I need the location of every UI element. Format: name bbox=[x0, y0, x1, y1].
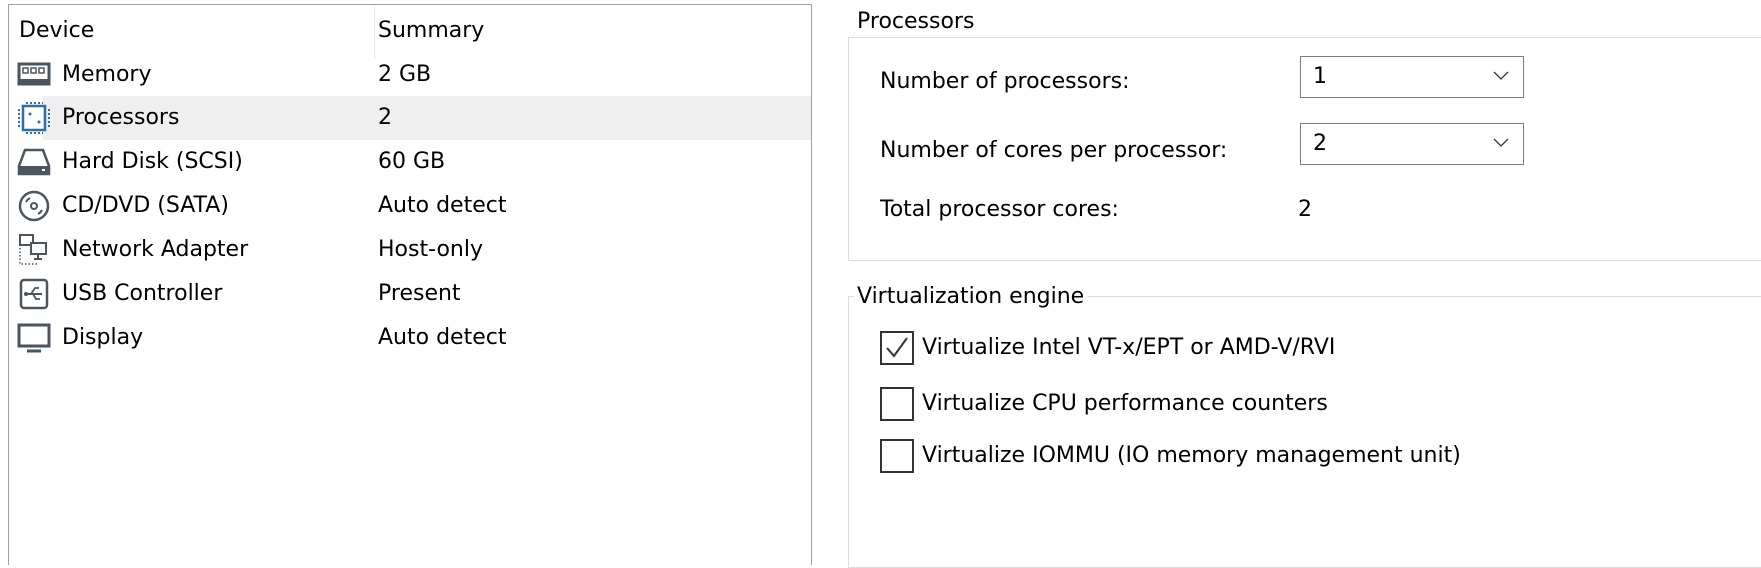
processors-group-title: Processors bbox=[854, 8, 978, 36]
usb-icon bbox=[19, 278, 49, 310]
cores-per-processor-value: 2 bbox=[1313, 131, 1327, 156]
device-row-hard-disk[interactable]: Hard Disk (SCSI) 60 GB bbox=[9, 140, 811, 184]
checkbox-virtualize-perf-counters[interactable] bbox=[880, 387, 914, 421]
num-processors-dropdown[interactable]: 1 bbox=[1300, 56, 1524, 98]
cores-per-processor-dropdown[interactable]: 2 bbox=[1300, 123, 1524, 165]
device-list[interactable]: Device Summary Memory 2 GB Processors 2 … bbox=[8, 4, 812, 565]
device-row-memory[interactable]: Memory 2 GB bbox=[9, 53, 811, 97]
device-row-network-adapter[interactable]: Network Adapter Host-only bbox=[9, 228, 811, 272]
device-row-display[interactable]: Display Auto detect bbox=[9, 316, 811, 360]
device-row-cd-dvd[interactable]: CD/DVD (SATA) Auto detect bbox=[9, 184, 811, 228]
hard-disk-icon bbox=[17, 148, 51, 176]
column-header-summary[interactable]: Summary bbox=[378, 18, 485, 43]
checkmark-icon bbox=[886, 337, 908, 358]
device-name: Processors bbox=[62, 105, 180, 130]
checkbox-virtualize-vtx[interactable] bbox=[880, 331, 914, 365]
column-header-device[interactable]: Device bbox=[19, 18, 95, 43]
device-row-usb-controller[interactable]: USB Controller Present bbox=[9, 272, 811, 316]
device-name: Memory bbox=[62, 62, 152, 87]
device-row-processors-highlight bbox=[43, 96, 811, 140]
virtualization-group-title: Virtualization engine bbox=[854, 283, 1088, 311]
device-name: Hard Disk (SCSI) bbox=[62, 149, 243, 174]
processors-group bbox=[848, 37, 1761, 261]
device-summary: 2 GB bbox=[378, 62, 432, 87]
num-processors-value: 1 bbox=[1313, 64, 1327, 89]
display-icon bbox=[17, 323, 51, 353]
device-name: Network Adapter bbox=[62, 237, 249, 262]
checkbox-label[interactable]: Virtualize IOMMU (IO memory management u… bbox=[922, 443, 1461, 468]
column-divider[interactable] bbox=[374, 7, 375, 59]
device-name: Display bbox=[62, 325, 144, 350]
device-name: USB Controller bbox=[62, 281, 223, 306]
device-summary: Auto detect bbox=[378, 193, 507, 218]
checkbox-virtualize-iommu[interactable] bbox=[880, 439, 914, 473]
chevron-down-icon bbox=[1493, 138, 1509, 147]
chevron-down-icon bbox=[1493, 71, 1509, 80]
checkbox-label[interactable]: Virtualize CPU performance counters bbox=[922, 391, 1328, 416]
checkbox-label[interactable]: Virtualize Intel VT-x/EPT or AMD-V/RVI bbox=[922, 335, 1336, 360]
device-summary: 60 GB bbox=[378, 149, 446, 174]
processor-icon bbox=[18, 102, 50, 134]
cd-dvd-icon bbox=[18, 190, 50, 222]
network-adapter-icon bbox=[19, 234, 47, 265]
device-row-processors[interactable]: Processors 2 bbox=[9, 96, 811, 140]
cores-per-processor-label: Number of cores per processor: bbox=[880, 138, 1228, 163]
total-cores-value: 2 bbox=[1298, 197, 1312, 222]
total-cores-label: Total processor cores: bbox=[880, 197, 1119, 222]
device-name: CD/DVD (SATA) bbox=[62, 193, 229, 218]
device-summary: Present bbox=[378, 281, 461, 306]
device-summary: 2 bbox=[378, 105, 392, 130]
num-processors-label: Number of processors: bbox=[880, 69, 1130, 94]
device-summary: Host-only bbox=[378, 237, 483, 262]
device-summary: Auto detect bbox=[378, 325, 507, 350]
memory-icon bbox=[17, 62, 51, 86]
